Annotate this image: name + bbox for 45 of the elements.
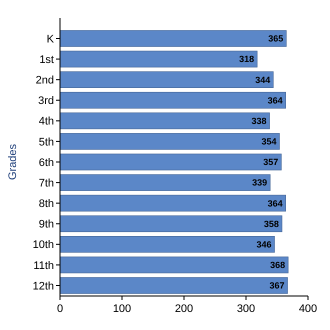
- bar: [60, 236, 275, 253]
- data-label: 357: [263, 157, 278, 168]
- y-tick-label: 2nd: [36, 74, 54, 87]
- data-label: 365: [268, 34, 284, 44]
- data-label: 368: [270, 260, 286, 270]
- y-tick-label: 9th: [38, 218, 54, 231]
- bar: [60, 215, 282, 232]
- bar: [60, 194, 286, 212]
- x-tick-label: 0: [56, 303, 64, 315]
- y-tick-label: K: [46, 33, 55, 46]
- bar: [60, 256, 288, 274]
- y-tick-label: 3rd: [38, 95, 54, 108]
- data-label: 344: [255, 74, 270, 85]
- y-axis-title: Grades: [7, 143, 19, 180]
- data-label: 364: [268, 95, 283, 106]
- bar: [60, 50, 258, 68]
- data-label: 339: [252, 178, 268, 188]
- y-tick-label: 10th: [32, 239, 54, 252]
- data-label: 346: [256, 239, 272, 250]
- x-tick-label: 300: [236, 303, 256, 315]
- bar: [60, 112, 270, 130]
- data-label: 338: [252, 116, 267, 126]
- y-tick-label: 4th: [38, 116, 54, 128]
- y-tick-label: 7th: [38, 177, 54, 190]
- data-label: 354: [261, 136, 276, 147]
- x-tick-label: 400: [298, 303, 318, 315]
- bar: [60, 71, 274, 88]
- bar: [60, 133, 280, 150]
- x-tick-label: 200: [174, 303, 194, 315]
- data-label: 318: [239, 54, 254, 64]
- y-tick-label: 5th: [38, 136, 54, 148]
- bar: [60, 154, 282, 170]
- data-label: 367: [270, 280, 285, 291]
- bar: [60, 30, 287, 47]
- y-tick-label: 12th: [32, 280, 54, 292]
- x-tick-label: 100: [112, 303, 132, 315]
- bar: [60, 174, 270, 191]
- data-label: 358: [264, 218, 279, 229]
- y-tick-label: 6th: [38, 156, 54, 169]
- bar: [60, 92, 286, 109]
- y-tick-label: 11th: [33, 260, 54, 272]
- data-label: 364: [268, 198, 283, 208]
- y-tick-label: 8th: [38, 198, 54, 210]
- y-tick-label: 1st: [39, 54, 54, 66]
- bar: [60, 277, 288, 294]
